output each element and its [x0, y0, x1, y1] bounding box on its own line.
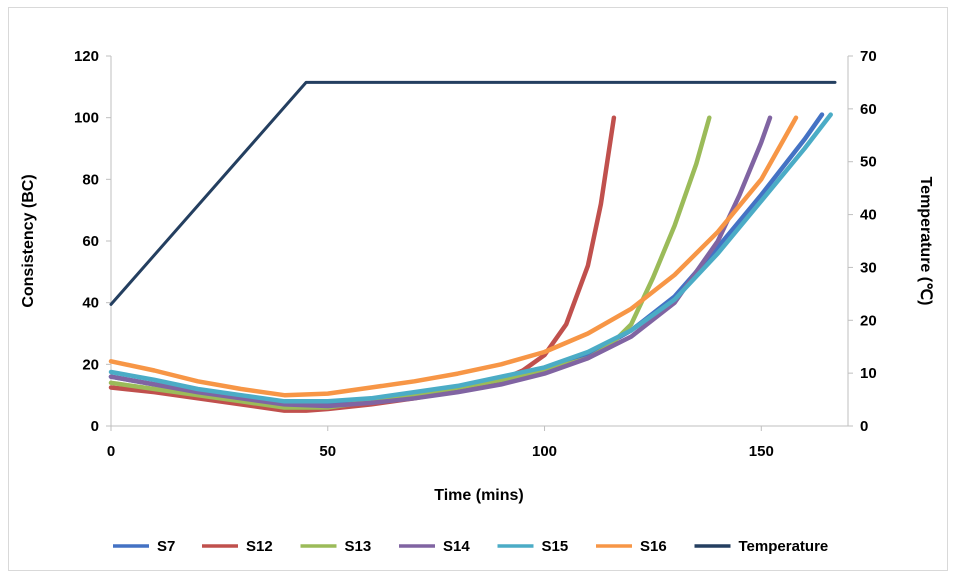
x-tick-label: 100 [532, 443, 557, 460]
y-axis-left-title: Consistency (BC) [20, 174, 37, 307]
ticks-group: 0 50 100 150 0 20 40 60 80 100 120 0 10 20 30 40 50 60 70 [74, 48, 877, 460]
x-tick-label: 50 [319, 443, 336, 460]
x-tick-label: 150 [749, 443, 774, 460]
y2-tick-label: 10 [860, 365, 877, 382]
series-line-s15 [108, 112, 833, 404]
legend-label-s7: S7 [157, 538, 175, 555]
legend-label-s15: S15 [542, 538, 569, 555]
series-line-temperature [109, 80, 837, 306]
chart-frame: 0 50 100 150 0 20 40 60 80 100 120 0 10 20 30 40 50 60 70 … [8, 7, 948, 571]
y2-tick-label: 50 [860, 154, 877, 171]
y-tick-label: 80 [82, 171, 99, 188]
series-group [108, 80, 837, 413]
y2-tick-label: 40 [860, 207, 877, 224]
x-tick-label: 0 [107, 443, 115, 460]
x-axis-title: Time (mins) [434, 487, 524, 504]
legend-label-s14: S14 [443, 538, 470, 555]
y-tick-label: 20 [82, 356, 99, 373]
y2-tick-label: 20 [860, 312, 877, 329]
y2-tick-label: 0 [860, 418, 868, 435]
y-tick-label: 40 [82, 295, 99, 312]
legend-label-s16: S16 [640, 538, 667, 555]
legend-label-s13: S13 [345, 538, 372, 555]
y2-tick-label: 30 [860, 259, 877, 276]
y2-tick-label: 60 [860, 101, 877, 118]
y-tick-label: 60 [82, 233, 99, 250]
y2-tick-label: 70 [860, 48, 877, 65]
y-tick-label: 0 [91, 418, 99, 435]
series-line-s14 [108, 115, 773, 409]
legend: S7 S12 S13 S14 S15 S16 Temperature [113, 538, 828, 555]
y-axis-right-title: Temperature (℃) [917, 177, 934, 306]
legend-label-temperature: Temperature [739, 538, 829, 555]
series-line-s16 [108, 115, 799, 398]
chart-svg: 0 50 100 150020406080100120010203040506070 … [20, 48, 934, 555]
y-tick-label: 120 [74, 48, 99, 65]
series-line-s13 [108, 115, 712, 410]
y-tick-label: 100 [74, 110, 99, 127]
legend-label-s12: S12 [246, 538, 273, 555]
